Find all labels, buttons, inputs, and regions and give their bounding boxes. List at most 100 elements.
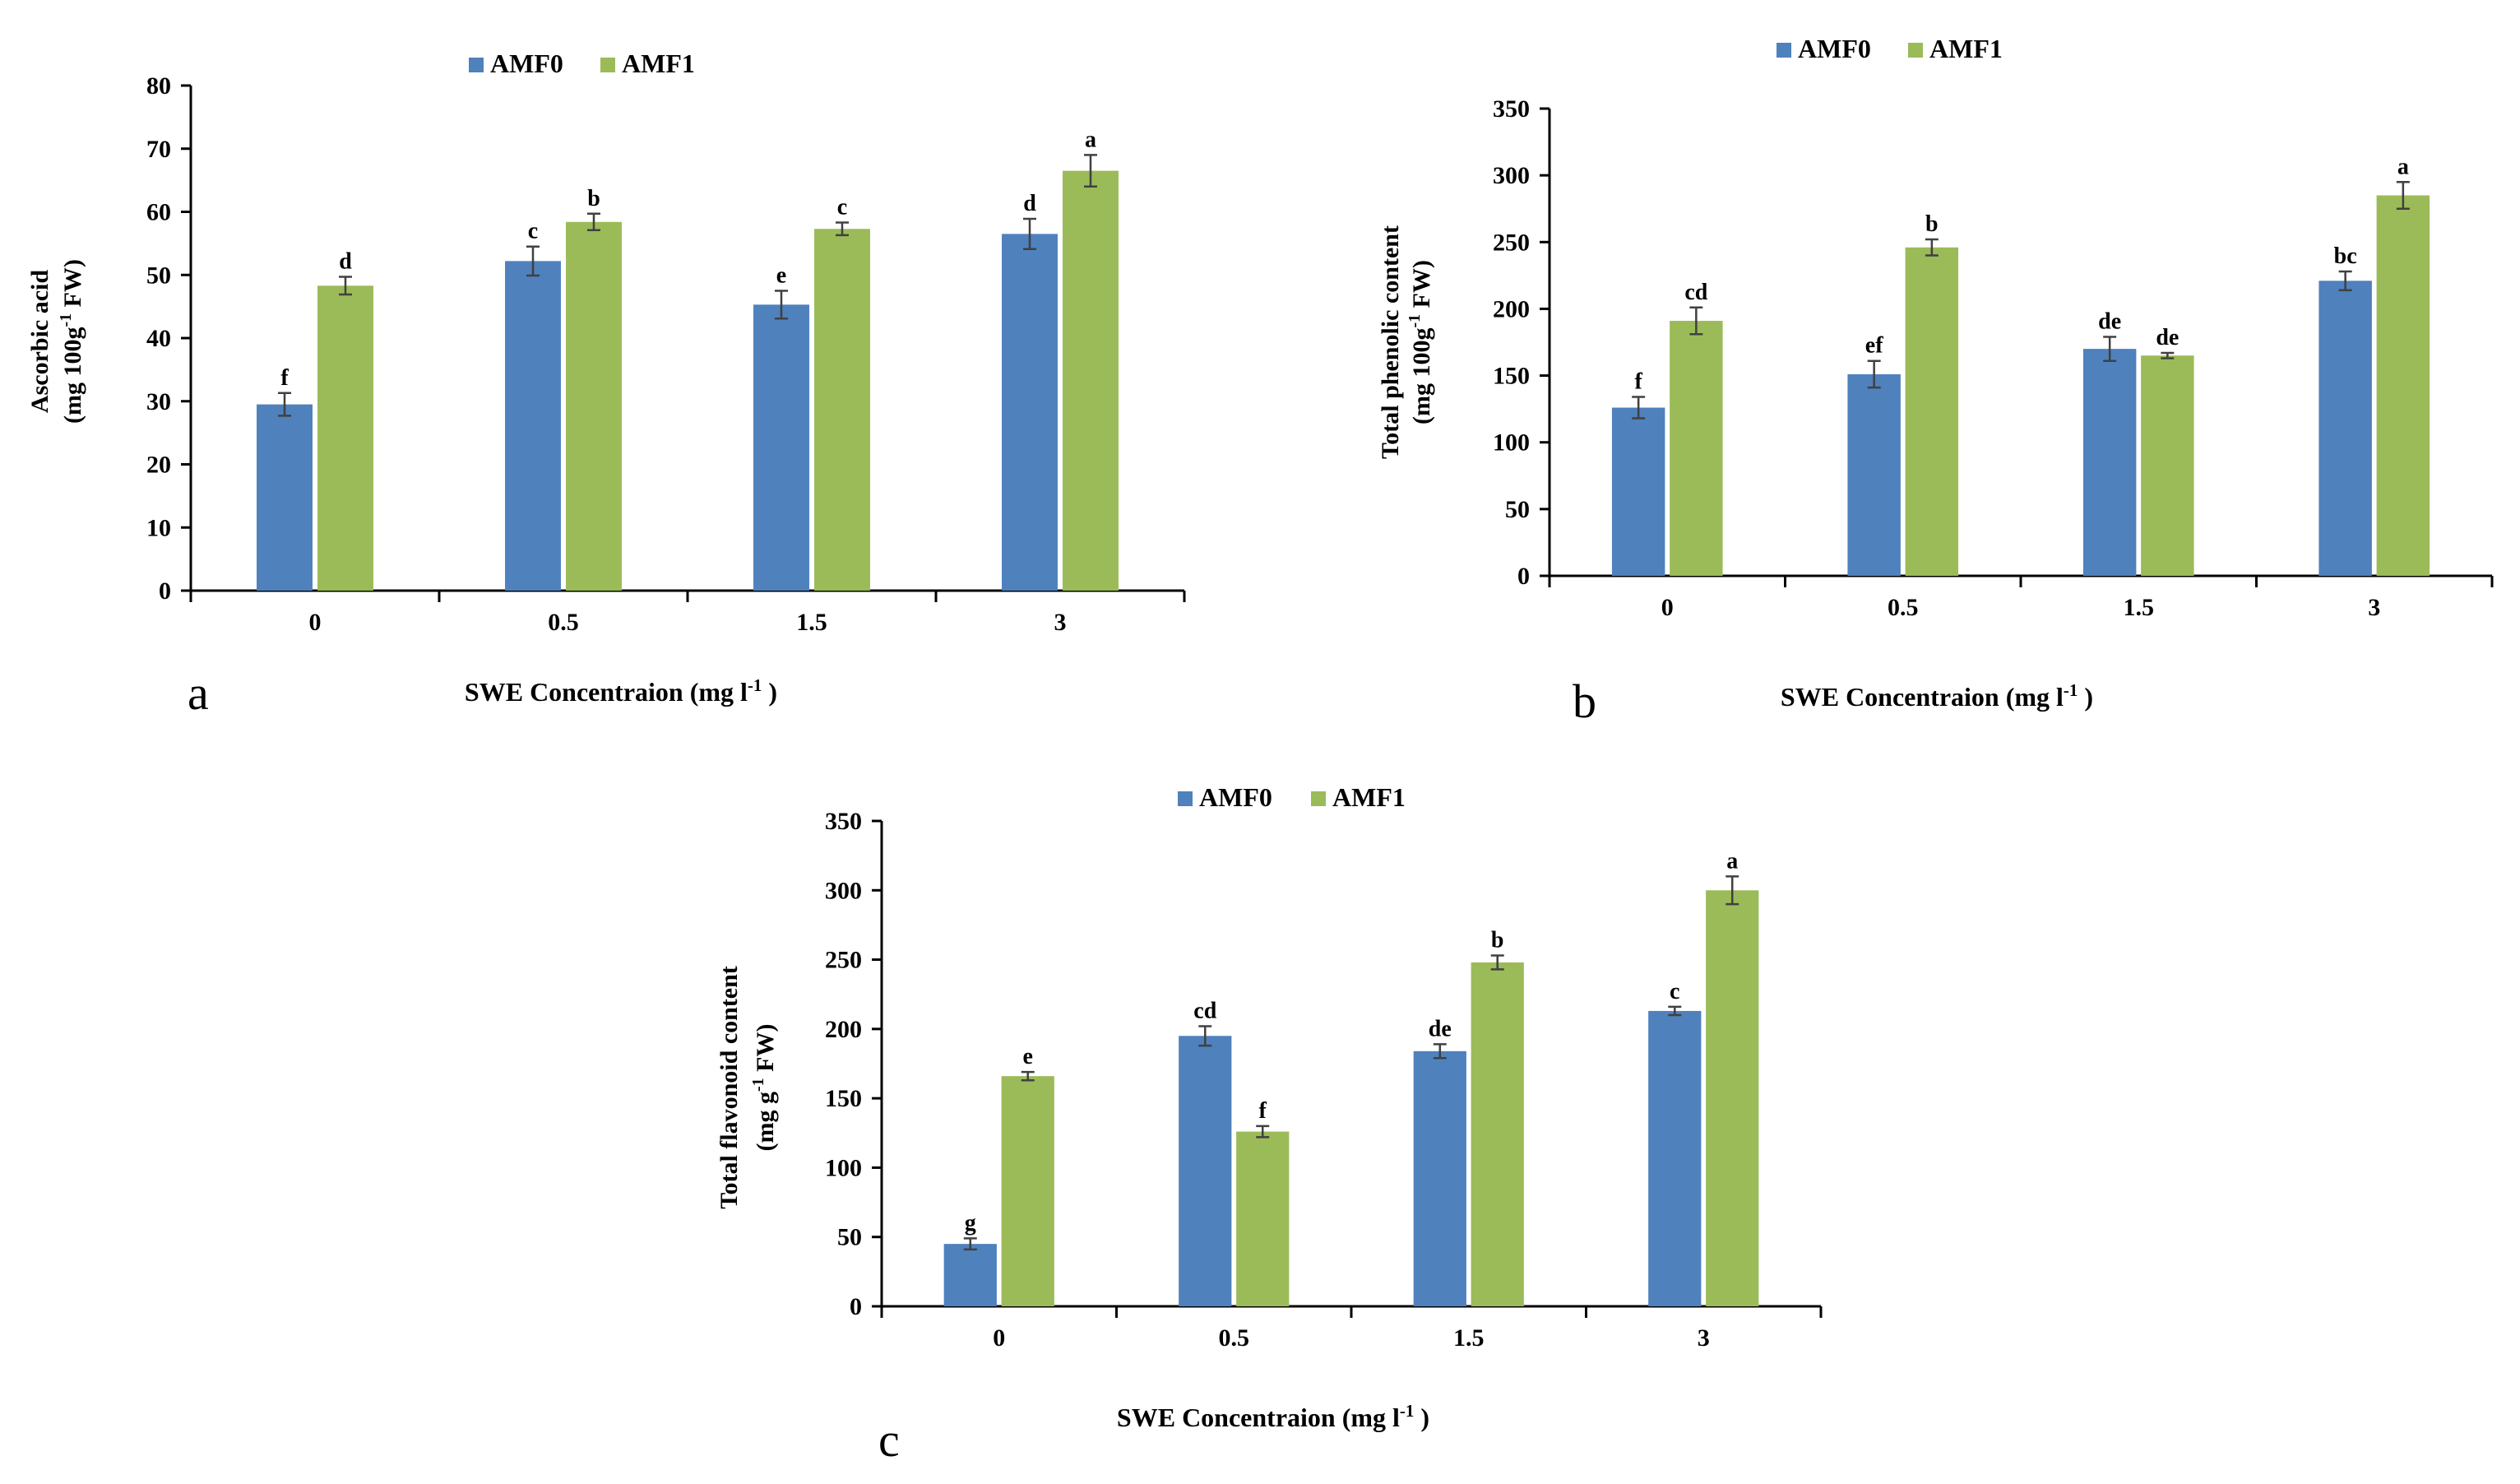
bar-amf0-3 <box>1002 234 1058 591</box>
x-tick-label: 0 <box>993 1324 1005 1352</box>
bar-amf1-3 <box>1063 170 1119 591</box>
significance-label: bc <box>2334 243 2357 269</box>
legend-label-amf0: AMF0 <box>1199 782 1272 812</box>
x-tick-label: 0 <box>309 609 322 636</box>
bar-amf0-0 <box>943 1244 997 1306</box>
x-axis-label: SWE Concentraion (mg l-1 ) <box>1117 1401 1429 1432</box>
significance-label: f <box>1259 1098 1267 1124</box>
significance-label: cd <box>1193 998 1216 1023</box>
significance-label: c <box>837 195 847 220</box>
chart-panel-a: 0 10 20 30 40 50 60 70 80 0 f d 0.5 c b 1.5 e c 3 d a AMF0 AMF… <box>26 49 1186 720</box>
bar-amf1-1.5 <box>2141 355 2194 576</box>
y-tick-label: 200 <box>1493 295 1530 322</box>
bar-amf1-0 <box>1001 1076 1054 1306</box>
y-tick-label: 30 <box>146 388 171 415</box>
y-axis-label: Total phenolic content <box>1377 225 1404 459</box>
legend-label-amf0: AMF0 <box>490 49 563 78</box>
chart-panel-c: 0 50 100 150 200 250 300 350 0 g e 0.5 cd f 1.5 de b 3 c a A… <box>716 782 1823 1467</box>
y-axis-label: Total flavonoid content <box>716 966 743 1209</box>
x-tick-label: 3 <box>1054 609 1067 636</box>
y-tick-label: 0 <box>159 577 171 605</box>
significance-label: de <box>2098 309 2121 335</box>
x-tick-label: 0.5 <box>548 609 579 636</box>
bar-amf1-0 <box>1670 321 1723 576</box>
significance-label: de <box>1429 1016 1452 1041</box>
significance-label: de <box>2156 325 2179 350</box>
x-tick-label: 1.5 <box>2124 594 2155 621</box>
bar-amf1-3 <box>2376 195 2430 576</box>
x-tick-label: 0 <box>1661 594 1674 621</box>
x-tick-label: 1.5 <box>796 609 827 636</box>
x-tick-label: 1.5 <box>1453 1324 1485 1352</box>
y-axis-unit-label: (mg 100g-1 FW) <box>1406 260 1435 424</box>
y-tick-label: 100 <box>825 1154 862 1181</box>
y-tick-label: 250 <box>825 947 862 974</box>
x-tick-label: 3 <box>1698 1324 1710 1352</box>
bar-amf0-1.5 <box>2082 349 2137 576</box>
bar-amf1-1.5 <box>1471 962 1524 1306</box>
bar-amf0-0 <box>1611 407 1665 576</box>
significance-label: b <box>587 186 600 211</box>
y-axis-unit-label: (mg 100g-1 FW) <box>57 259 86 424</box>
bar-amf1-0.5 <box>1236 1131 1290 1306</box>
panel-letter: c <box>878 1413 900 1467</box>
y-tick-label: 50 <box>837 1224 862 1251</box>
y-tick-label: 50 <box>1505 496 1530 523</box>
bar-amf1-1.5 <box>814 229 870 591</box>
bar-amf1-0 <box>317 285 373 591</box>
legend-label-amf0: AMF0 <box>1798 34 1871 63</box>
y-tick-label: 150 <box>825 1085 862 1112</box>
legend-swatch-amf0 <box>469 58 484 72</box>
significance-label: a <box>1726 848 1738 874</box>
significance-label: b <box>1491 928 1504 953</box>
significance-label: d <box>339 249 352 275</box>
y-tick-label: 10 <box>146 514 171 541</box>
panel-letter: a <box>188 666 209 720</box>
significance-label: c <box>1670 979 1679 1004</box>
significance-label: c <box>528 219 538 244</box>
significance-label: a <box>1085 127 1096 152</box>
panel-letter: b <box>1573 675 1596 728</box>
x-tick-label: 0.5 <box>1219 1324 1250 1352</box>
significance-label: f <box>1634 369 1642 395</box>
bar-amf1-0.5 <box>1905 247 1959 576</box>
bar-amf1-3 <box>1706 890 1759 1306</box>
significance-label: ef <box>1865 333 1883 359</box>
x-tick-label: 0.5 <box>1888 594 1919 621</box>
significance-label: e <box>1023 1044 1033 1069</box>
y-tick-label: 60 <box>146 199 171 226</box>
y-tick-label: 300 <box>825 877 862 904</box>
bar-amf0-0.5 <box>505 261 561 591</box>
legend-swatch-amf1 <box>1311 791 1326 806</box>
significance-label: a <box>2397 154 2409 179</box>
y-tick-label: 40 <box>146 325 171 352</box>
x-axis-label: SWE Concentraion (mg l-1 ) <box>465 675 777 707</box>
bar-amf0-0.5 <box>1179 1036 1232 1306</box>
legend-label-amf1: AMF1 <box>1332 782 1406 812</box>
y-tick-label: 0 <box>850 1293 862 1320</box>
legend-swatch-amf0 <box>1777 43 1791 58</box>
y-tick-label: 300 <box>1493 162 1530 189</box>
bar-amf0-1.5 <box>1413 1050 1466 1306</box>
y-tick-label: 20 <box>146 452 171 479</box>
significance-label: cd <box>1684 280 1707 305</box>
significance-label: d <box>1023 191 1036 216</box>
legend-label-amf1: AMF1 <box>1929 34 2003 63</box>
y-tick-label: 70 <box>146 136 171 163</box>
bar-amf0-1.5 <box>753 304 809 591</box>
significance-label: f <box>280 365 289 391</box>
bar-amf0-0.5 <box>1847 373 1901 576</box>
y-axis-unit-label: (mg g-1 FW) <box>749 1024 779 1152</box>
y-axis-label: Ascorbic acid <box>26 270 53 413</box>
legend-swatch-amf1 <box>1908 43 1923 58</box>
y-tick-label: 80 <box>146 72 171 100</box>
y-tick-label: 200 <box>825 1016 862 1043</box>
bar-amf0-3 <box>2318 281 2372 576</box>
y-tick-label: 150 <box>1493 363 1530 390</box>
legend-swatch-amf1 <box>600 58 615 72</box>
y-tick-label: 50 <box>146 262 171 289</box>
y-tick-label: 350 <box>825 808 862 835</box>
y-tick-label: 0 <box>1517 563 1530 590</box>
chart-panel-b: 0 50 100 150 200 250 300 350 0 f cd 0.5 ef b 1.5 de de 3 b… <box>1377 34 2494 728</box>
